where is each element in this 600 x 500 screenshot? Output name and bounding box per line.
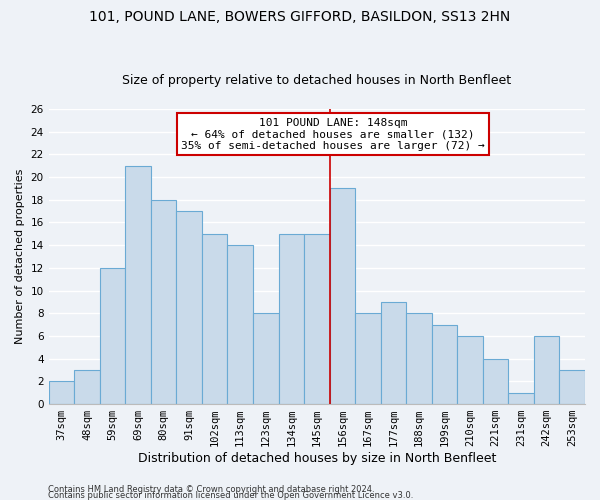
Text: 101 POUND LANE: 148sqm
← 64% of detached houses are smaller (132)
35% of semi-de: 101 POUND LANE: 148sqm ← 64% of detached… bbox=[181, 118, 485, 151]
Text: Contains public sector information licensed under the Open Government Licence v3: Contains public sector information licen… bbox=[48, 491, 413, 500]
Bar bbox=[151, 200, 176, 404]
Bar bbox=[202, 234, 227, 404]
Bar bbox=[278, 234, 304, 404]
X-axis label: Distribution of detached houses by size in North Benfleet: Distribution of detached houses by size … bbox=[137, 452, 496, 465]
Bar bbox=[508, 392, 534, 404]
Bar bbox=[329, 188, 355, 404]
Bar bbox=[253, 314, 278, 404]
Bar bbox=[355, 314, 380, 404]
Text: Contains HM Land Registry data © Crown copyright and database right 2024.: Contains HM Land Registry data © Crown c… bbox=[48, 485, 374, 494]
Bar bbox=[49, 382, 74, 404]
Bar bbox=[380, 302, 406, 404]
Bar bbox=[406, 314, 432, 404]
Bar bbox=[483, 358, 508, 404]
Bar bbox=[304, 234, 329, 404]
Text: 101, POUND LANE, BOWERS GIFFORD, BASILDON, SS13 2HN: 101, POUND LANE, BOWERS GIFFORD, BASILDO… bbox=[89, 10, 511, 24]
Y-axis label: Number of detached properties: Number of detached properties bbox=[15, 169, 25, 344]
Title: Size of property relative to detached houses in North Benfleet: Size of property relative to detached ho… bbox=[122, 74, 511, 87]
Bar bbox=[125, 166, 151, 404]
Bar bbox=[534, 336, 559, 404]
Bar bbox=[227, 245, 253, 404]
Bar bbox=[74, 370, 100, 404]
Bar bbox=[176, 211, 202, 404]
Bar bbox=[457, 336, 483, 404]
Bar bbox=[559, 370, 585, 404]
Bar bbox=[432, 324, 457, 404]
Bar bbox=[100, 268, 125, 404]
